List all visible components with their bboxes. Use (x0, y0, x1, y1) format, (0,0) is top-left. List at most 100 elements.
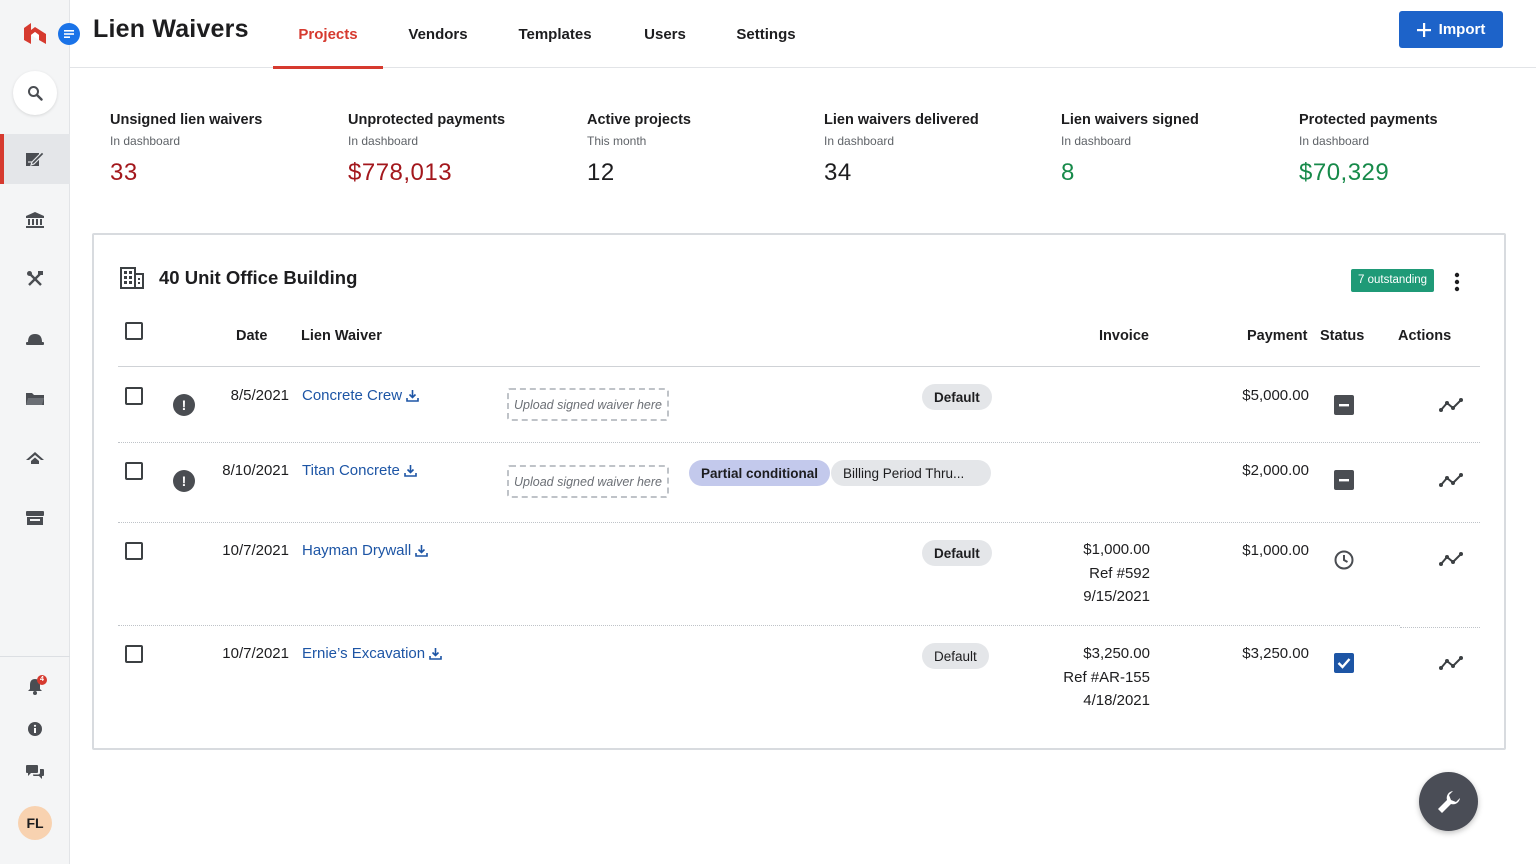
vendor-link[interactable]: Titan Concrete (302, 462, 417, 479)
column-header-status[interactable]: Status (1320, 328, 1365, 344)
sidebar-item-tools[interactable] (0, 254, 70, 304)
sidebar-item-bank[interactable] (0, 195, 70, 245)
vendor-link[interactable]: Concrete Crew (302, 387, 419, 404)
row-checkbox[interactable] (125, 387, 143, 405)
activity-icon[interactable] (1439, 551, 1465, 567)
row-checkbox[interactable] (125, 542, 143, 560)
activity-icon[interactable] (1439, 397, 1465, 413)
stat-value: 12 (587, 159, 615, 186)
home-icon (26, 452, 44, 464)
download-icon[interactable] (406, 389, 419, 402)
stat-label: Unsigned lien waivers (110, 112, 263, 128)
stat-sub: In dashboard (110, 134, 181, 148)
column-header-date[interactable]: Date (236, 328, 268, 344)
notification-badge: 4 (37, 675, 47, 685)
stat-sub: In dashboard (348, 134, 419, 148)
more-options-icon[interactable] (1452, 271, 1462, 293)
sidebar-item-store[interactable] (0, 493, 70, 543)
status-clock-icon[interactable] (1334, 550, 1354, 570)
row-divider (1400, 627, 1480, 628)
row-checkbox[interactable] (125, 462, 143, 480)
wrench-icon (1437, 790, 1460, 813)
stat-value: $70,329 (1299, 159, 1390, 186)
tab-templates[interactable]: Templates (518, 25, 592, 43)
row-payment: $1,000.00 (1242, 542, 1309, 559)
invoice-ref: Ref #AR-155 (1063, 668, 1150, 686)
stat-label: Lien waivers delivered (824, 112, 979, 128)
search-icon (28, 86, 43, 101)
invoice-date: 4/18/2021 (1083, 692, 1150, 709)
column-header-lien-waiver[interactable]: Lien Waiver (301, 328, 382, 344)
tab-projects[interactable]: Projects (273, 0, 383, 69)
building-icon (120, 267, 144, 289)
row-date: 8/10/2021 (222, 462, 289, 479)
info-button[interactable] (0, 704, 70, 754)
folder-icon (26, 393, 44, 405)
sidebar-item-hardhat[interactable] (0, 314, 70, 364)
select-all-checkbox[interactable] (125, 322, 143, 340)
menu-icon (64, 30, 74, 38)
stat-active-projects: Active projects This month 12 (587, 112, 807, 187)
column-header-invoice[interactable]: Invoice (1099, 328, 1149, 344)
activity-icon[interactable] (1439, 655, 1465, 671)
sidebar-item-home[interactable] (0, 433, 70, 483)
sidebar-item-folder[interactable] (0, 374, 70, 424)
chat-icon (26, 765, 44, 779)
template-pill[interactable]: Default (922, 540, 992, 566)
stat-protected-payments: Protected payments In dashboard $70,329 (1299, 112, 1519, 187)
status-pending-icon[interactable] (1334, 470, 1354, 490)
status-pending-icon[interactable] (1334, 395, 1354, 415)
column-header-payment[interactable]: Payment (1247, 328, 1308, 344)
upload-dropzone[interactable]: Upload signed waiver here (507, 388, 669, 421)
download-icon[interactable] (429, 647, 442, 660)
stat-value: 34 (824, 159, 852, 186)
stat-waivers-delivered: Lien waivers delivered In dashboard 34 (824, 112, 1044, 187)
vendor-link[interactable]: Hayman Drywall (302, 542, 429, 559)
stat-sub: In dashboard (1061, 134, 1132, 148)
sidebar-item-lien-waivers[interactable] (0, 134, 70, 184)
status-checked-icon[interactable] (1334, 653, 1354, 673)
template-pill[interactable]: Default (922, 384, 992, 410)
tools-fab-button[interactable] (1419, 772, 1478, 831)
row-payment: $5,000.00 (1242, 387, 1309, 404)
import-button[interactable]: Import (1399, 11, 1503, 48)
activity-icon[interactable] (1439, 472, 1465, 488)
avatar[interactable]: FL (18, 806, 52, 840)
stat-label: Lien waivers signed (1061, 112, 1199, 128)
outstanding-badge: 7 outstanding (1351, 269, 1435, 292)
project-card: 40 Unit Office Building 7 outstanding Da… (92, 233, 1506, 750)
stat-value: 8 (1061, 159, 1075, 186)
hardhat-icon (26, 334, 44, 345)
vendor-name: Titan Concrete (302, 462, 400, 479)
tab-vendors[interactable]: Vendors (408, 25, 468, 43)
menu-button[interactable] (58, 23, 80, 45)
stat-unsigned-waivers: Unsigned lien waivers In dashboard 33 (110, 112, 330, 187)
row-checkbox[interactable] (125, 645, 143, 663)
sidebar: 4 FL (0, 0, 70, 864)
row-divider (118, 625, 1400, 626)
row-payment: $3,250.00 (1242, 645, 1309, 662)
tab-users[interactable]: Users (644, 25, 686, 43)
vendor-link[interactable]: Ernie’s Excavation (302, 645, 442, 662)
warning-icon: ! (173, 470, 195, 492)
top-header: Lien Waivers Projects Vendors Templates … (58, 0, 1536, 69)
stat-label: Active projects (587, 112, 691, 128)
row-invoice: $1,000.00 Ref #592 9/15/2021 (990, 538, 1150, 609)
warning-icon: ! (173, 394, 195, 416)
upload-dropzone[interactable]: Upload signed waiver here (507, 465, 669, 498)
template-pill[interactable]: Default (922, 643, 989, 669)
billing-period-pill[interactable]: Billing Period Thru... (831, 460, 991, 486)
waiver-type-pill[interactable]: Partial conditional (689, 460, 831, 486)
download-icon[interactable] (404, 464, 417, 477)
tab-settings[interactable]: Settings (736, 25, 796, 43)
column-header-actions[interactable]: Actions (1398, 328, 1452, 344)
row-invoice: $3,250.00 Ref #AR-155 4/18/2021 (990, 642, 1150, 713)
chat-button[interactable] (0, 747, 70, 797)
search-button[interactable] (13, 71, 57, 115)
import-label: Import (1438, 21, 1486, 38)
row-divider (118, 522, 1480, 523)
sidebar-divider (0, 656, 70, 657)
table-header-divider (118, 366, 1480, 367)
download-icon[interactable] (415, 544, 429, 557)
logo-icon[interactable] (22, 20, 48, 46)
